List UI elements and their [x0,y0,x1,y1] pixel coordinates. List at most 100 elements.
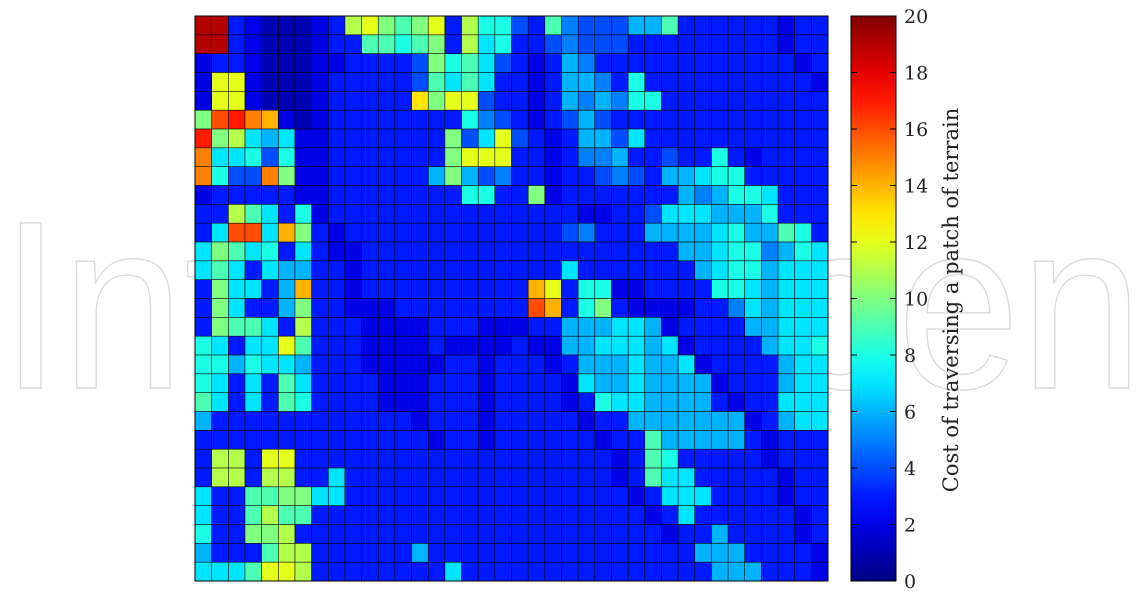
heatmap-cell [644,279,662,300]
heatmap-cell [294,411,313,431]
heatmap-cell [494,392,512,413]
heatmap-cell [744,53,762,73]
heatmap-cell [711,467,729,488]
heatmap-cell [611,411,629,431]
heatmap-cell [228,185,246,205]
heatmap-cell [644,298,662,318]
heatmap-cell [327,185,346,205]
heatmap-cell [544,505,562,526]
heatmap-cell [327,241,346,262]
heatmap-cell [727,166,746,186]
heatmap-cell [777,467,796,488]
heatmap-cell [694,166,712,186]
heatmap-cell [544,335,562,356]
heatmap-cell [444,561,463,582]
heatmap-cell [311,15,329,36]
heatmap-cell [677,448,696,469]
heatmap-cell [444,335,463,356]
heatmap-cell [311,392,329,413]
heatmap-cell [494,241,512,262]
heatmap-cell [611,34,629,55]
heatmap-cell [544,486,562,507]
plot-frame [194,15,829,582]
heatmap-cell [811,505,829,526]
heatmap-cell [477,204,496,224]
heatmap-cell [294,448,313,469]
heatmap-cell [677,298,696,318]
heatmap-cell [461,467,479,488]
heatmap-cell [661,467,679,488]
heatmap-cell [194,128,213,149]
heatmap-cell [744,411,762,431]
heatmap-cell [811,524,829,544]
heatmap-cell [527,524,546,544]
heatmap-cell [794,15,812,36]
heatmap-cell [494,335,512,356]
heatmap-cell [411,486,429,507]
heatmap-cell [627,298,646,318]
heatmap-cell [661,317,679,337]
heatmap-cell [277,15,296,36]
heatmap-cell [544,373,562,394]
heatmap-cell [377,392,396,413]
heatmap-cell [228,354,246,375]
heatmap-cell [661,354,679,375]
heatmap-cell [461,241,479,262]
heatmap-cell [377,430,396,450]
heatmap-cell [527,467,546,488]
heatmap-cell [527,34,546,55]
heatmap-cell [727,505,746,526]
heatmap-cell [344,411,363,431]
heatmap-cell [277,279,296,300]
heatmap-cell [794,317,812,337]
heatmap-cell [677,166,696,186]
heatmap-cell [677,241,696,262]
heatmap-cell [494,185,512,205]
heatmap-cell [627,317,646,337]
heatmap-cell [527,298,546,318]
heatmap-cell [677,91,696,111]
heatmap-cell [527,222,546,243]
heatmap-cell [711,91,729,111]
heatmap-cell [261,298,279,318]
heatmap-cell [444,467,463,488]
heatmap-cell [261,335,279,356]
heatmap-cell [577,260,596,281]
heatmap-cell [244,166,263,186]
heatmap-cell [244,505,263,526]
heatmap-cell [794,53,812,73]
heatmap-cell [677,147,696,168]
heatmap-cell [427,260,446,281]
heatmap-cell [261,411,279,431]
heatmap-cell [744,279,762,300]
heatmap-cell [377,128,396,149]
heatmap-cell [511,524,529,544]
heatmap-cell [344,373,363,394]
colorbar-tick-label: 0 [904,571,916,591]
heatmap-cell [277,448,296,469]
heatmap-cell [727,279,746,300]
heatmap-cell [561,505,579,526]
heatmap-cell [444,128,463,149]
heatmap-cell [761,91,779,111]
heatmap-cell [577,147,596,168]
heatmap-cell [461,411,479,431]
heatmap-cell [477,298,496,318]
heatmap-cell [277,354,296,375]
heatmap-cell [661,222,679,243]
heatmap-cell [277,392,296,413]
heatmap-cell [544,524,562,544]
heatmap-cell [527,91,546,111]
heatmap-cell [477,561,496,582]
heatmap-cell [777,15,796,36]
heatmap-cell [361,260,379,281]
heatmap-cell [577,354,596,375]
heatmap-cell [561,354,579,375]
heatmap-cell [394,241,413,262]
heatmap-cell [411,166,429,186]
colorbar-tick-label: 18 [904,63,928,85]
heatmap-cell [611,486,629,507]
heatmap-cell [611,166,629,186]
heatmap-cell [561,204,579,224]
heatmap-cell [661,72,679,92]
